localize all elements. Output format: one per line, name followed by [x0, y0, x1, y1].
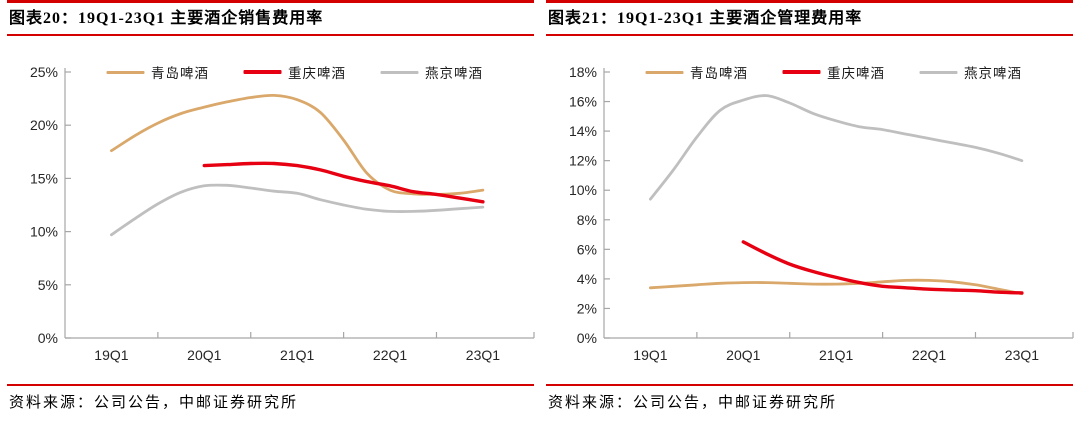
legend-line-swatch	[380, 70, 418, 74]
figure-20: 图表20：19Q1-23Q1 主要酒企销售费用率 青岛啤酒 重庆啤酒 燕京啤酒 0%…	[7, 0, 535, 413]
y-axis-tick-label: 12%	[569, 153, 597, 169]
x-axis-tick-label: 22Q1	[373, 347, 407, 363]
y-axis-tick-label: 2%	[577, 300, 597, 316]
series-line-1	[202, 161, 485, 204]
x-axis-tick-label: 23Q1	[466, 347, 500, 363]
x-axis-tick-label: 19Q1	[633, 347, 667, 363]
x-axis-tick-label: 23Q1	[1005, 347, 1039, 363]
y-axis-tick-label: 4%	[577, 271, 597, 287]
figure-21-footer: 资料来源：公司公告，中邮证券研究所	[546, 384, 1073, 413]
y-axis-tick-label: 0%	[577, 330, 597, 346]
admin-expense-line-chart: 0% 2% 4% 6% 8% 10% 12% 14% 16% 18% 19Q1 20Q1 21Q1 22Q…	[569, 64, 1074, 363]
sales-chart-legend: 青岛啤酒 重庆啤酒 燕京啤酒	[106, 62, 483, 82]
legend-line-swatch	[106, 70, 144, 74]
x-axis-tick-label: 21Q1	[819, 347, 853, 363]
y-axis-tick-label: 14%	[569, 123, 597, 139]
legend-item-2: 燕京啤酒	[919, 62, 1022, 82]
y-axis-tick-label: 18%	[569, 64, 597, 80]
legend-line-swatch	[782, 70, 820, 74]
y-axis-tick-label: 0%	[38, 330, 58, 346]
admin-chart-legend: 青岛啤酒 重庆啤酒 燕京啤酒	[645, 62, 1022, 82]
legend-label: 燕京啤酒	[425, 66, 483, 81]
figure-20-source: 资料来源：公司公告，中邮证券研究所	[9, 395, 299, 411]
series-line-0	[649, 278, 1024, 296]
x-axis-tick-label: 22Q1	[912, 347, 946, 363]
figure-21-source: 资料来源：公司公告，中邮证券研究所	[548, 395, 838, 411]
x-axis-tick-label: 20Q1	[726, 347, 760, 363]
x-axis-tick-label: 21Q1	[280, 347, 314, 363]
legend-item-2: 燕京啤酒	[380, 62, 483, 82]
y-axis-tick-label: 15%	[30, 170, 58, 186]
legend-line-swatch	[919, 70, 957, 74]
legend-line-swatch	[645, 70, 683, 74]
x-axis-tick-label: 19Q1	[94, 347, 128, 363]
x-axis-tick-label: 20Q1	[187, 347, 221, 363]
legend-item-0: 青岛啤酒	[645, 62, 748, 82]
figure-21-header: 图表21：19Q1-23Q1 主要酒企管理费用率	[546, 0, 1073, 36]
y-axis-tick-label: 25%	[30, 64, 58, 80]
legend-item-1: 重庆啤酒	[243, 62, 346, 82]
figure-20-header: 图表20：19Q1-23Q1 主要酒企销售费用率	[7, 0, 534, 36]
legend-line-swatch	[243, 70, 281, 74]
y-axis-tick-label: 10%	[30, 224, 58, 240]
figure-21-title: 图表21：19Q1-23Q1 主要酒企管理费用率	[548, 10, 863, 27]
figure-20-footer: 资料来源：公司公告，中邮证券研究所	[7, 384, 534, 413]
figure-20-title: 图表20：19Q1-23Q1 主要酒企销售费用率	[9, 10, 324, 27]
legend-label: 青岛啤酒	[690, 66, 748, 81]
series-line-2	[110, 183, 485, 237]
sales-expense-line-chart: 0% 5% 10% 15% 20% 25% 19Q1 20Q1 21Q1 22Q1 23Q1	[30, 64, 535, 363]
series-line-1	[741, 240, 1024, 295]
legend-label: 燕京啤酒	[964, 66, 1022, 81]
y-axis-tick-label: 5%	[38, 277, 58, 293]
series-line-2	[649, 94, 1024, 201]
y-axis-tick-label: 16%	[569, 94, 597, 110]
y-axis-tick-label: 6%	[577, 241, 597, 257]
legend-label: 青岛啤酒	[151, 66, 209, 81]
y-axis-tick-label: 10%	[569, 182, 597, 198]
report-figures-row: 图表20：19Q1-23Q1 主要酒企销售费用率 青岛啤酒 重庆啤酒 燕京啤酒 0%…	[7, 0, 1074, 413]
series-line-0	[110, 93, 485, 196]
admin-expense-chart-area: 青岛啤酒 重庆啤酒 燕京啤酒 0% 2% 4% 6% 8% 10% 12% 14% 16% 18% 19…	[546, 36, 1074, 368]
legend-item-0: 青岛啤酒	[106, 62, 209, 82]
legend-label: 重庆啤酒	[827, 66, 885, 81]
sales-expense-chart-area: 青岛啤酒 重庆啤酒 燕京啤酒 0% 5% 10% 15% 20% 25% 19Q1 20Q1 21Q…	[7, 36, 535, 368]
y-axis-tick-label: 20%	[30, 117, 58, 133]
legend-label: 重庆啤酒	[288, 66, 346, 81]
figure-21: 图表21：19Q1-23Q1 主要酒企管理费用率 青岛啤酒 重庆啤酒 燕京啤酒 0%…	[546, 0, 1074, 413]
y-axis-tick-label: 8%	[577, 212, 597, 228]
legend-item-1: 重庆啤酒	[782, 62, 885, 82]
